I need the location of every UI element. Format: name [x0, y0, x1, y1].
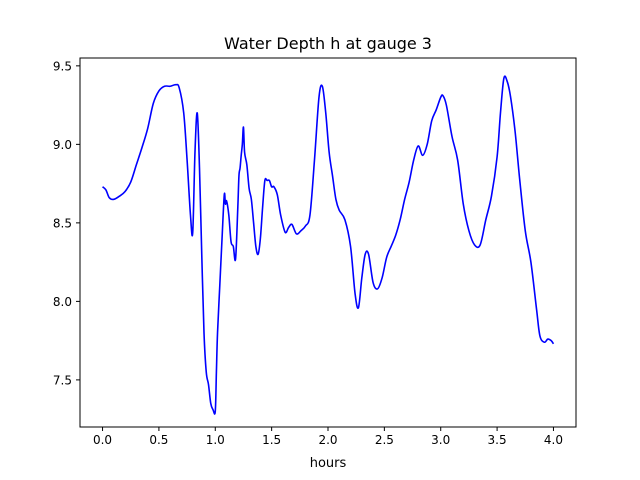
plot-area: [102, 75, 555, 415]
y-tick-label: 9.0: [53, 138, 72, 152]
x-axis: 0.0 0.5 1.0 1.5 2.0 2.5 3.0 3.5 4.0: [93, 427, 563, 447]
y-tick-label: 7.5: [53, 373, 72, 387]
y-tick-label: 9.5: [53, 59, 72, 73]
y-axis: 7.5 8.0 8.5 9.0 9.5: [53, 59, 80, 387]
chart-title: Water Depth h at gauge 3: [224, 34, 432, 53]
y-tick-label: 8.0: [53, 295, 72, 309]
x-tick-label: 0.5: [149, 433, 168, 447]
x-tick-label: 1.0: [206, 433, 225, 447]
series-line: [102, 75, 555, 415]
x-tick-label: 4.0: [544, 433, 563, 447]
x-tick-label: 3.5: [488, 433, 507, 447]
y-tick-label: 8.5: [53, 216, 72, 230]
x-tick-label: 1.5: [262, 433, 281, 447]
x-tick-label: 2.0: [318, 433, 337, 447]
x-tick-label: 3.0: [431, 433, 450, 447]
x-axis-label: hours: [310, 456, 347, 471]
x-tick-label: 0.0: [93, 433, 112, 447]
x-tick-label: 2.5: [375, 433, 394, 447]
